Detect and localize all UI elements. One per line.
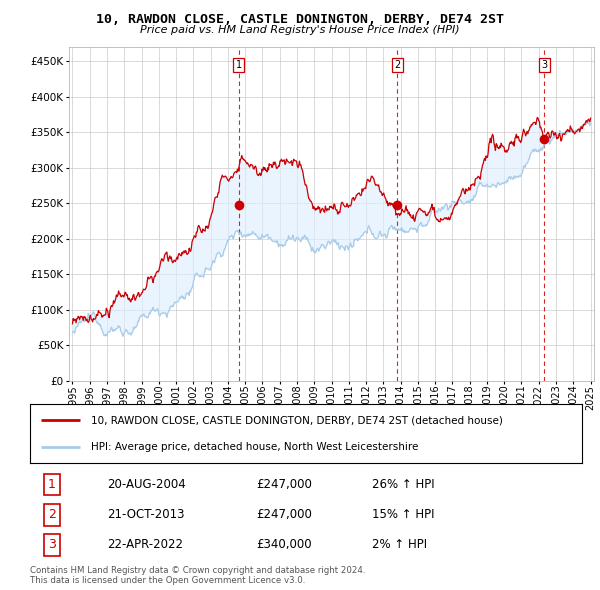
Text: 2: 2 — [48, 508, 56, 522]
Text: 3: 3 — [541, 60, 547, 70]
Text: 3: 3 — [48, 539, 56, 552]
Text: £340,000: £340,000 — [256, 539, 312, 552]
Text: 22-APR-2022: 22-APR-2022 — [107, 539, 183, 552]
Text: 1: 1 — [48, 478, 56, 491]
Text: This data is licensed under the Open Government Licence v3.0.: This data is licensed under the Open Gov… — [30, 576, 305, 585]
Text: 15% ↑ HPI: 15% ↑ HPI — [372, 508, 435, 522]
Text: £247,000: £247,000 — [256, 478, 312, 491]
Text: 21-OCT-2013: 21-OCT-2013 — [107, 508, 185, 522]
Text: Contains HM Land Registry data © Crown copyright and database right 2024.: Contains HM Land Registry data © Crown c… — [30, 566, 365, 575]
Text: 2% ↑ HPI: 2% ↑ HPI — [372, 539, 427, 552]
Text: Price paid vs. HM Land Registry's House Price Index (HPI): Price paid vs. HM Land Registry's House … — [140, 25, 460, 35]
Text: 10, RAWDON CLOSE, CASTLE DONINGTON, DERBY, DE74 2ST (detached house): 10, RAWDON CLOSE, CASTLE DONINGTON, DERB… — [91, 415, 503, 425]
Text: 2: 2 — [394, 60, 400, 70]
Text: 20-AUG-2004: 20-AUG-2004 — [107, 478, 186, 491]
Text: HPI: Average price, detached house, North West Leicestershire: HPI: Average price, detached house, Nort… — [91, 442, 418, 452]
Text: £247,000: £247,000 — [256, 508, 312, 522]
Text: 26% ↑ HPI: 26% ↑ HPI — [372, 478, 435, 491]
Text: 1: 1 — [236, 60, 242, 70]
Text: 10, RAWDON CLOSE, CASTLE DONINGTON, DERBY, DE74 2ST: 10, RAWDON CLOSE, CASTLE DONINGTON, DERB… — [96, 13, 504, 26]
